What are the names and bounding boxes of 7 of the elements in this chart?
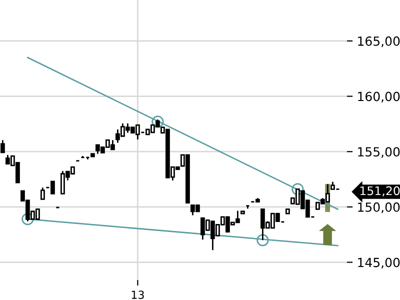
y-tick-label: 155,00 (358, 147, 400, 158)
x-tick-label: 13 (132, 290, 144, 300)
y-tick-label: 165,00 (358, 36, 400, 48)
y-tick-label: 145,00 (358, 258, 400, 268)
y-tick-label: 150,00 (358, 202, 400, 214)
y-tick-label: 160,00 (358, 92, 400, 102)
text: 151,20 (360, 186, 400, 196)
